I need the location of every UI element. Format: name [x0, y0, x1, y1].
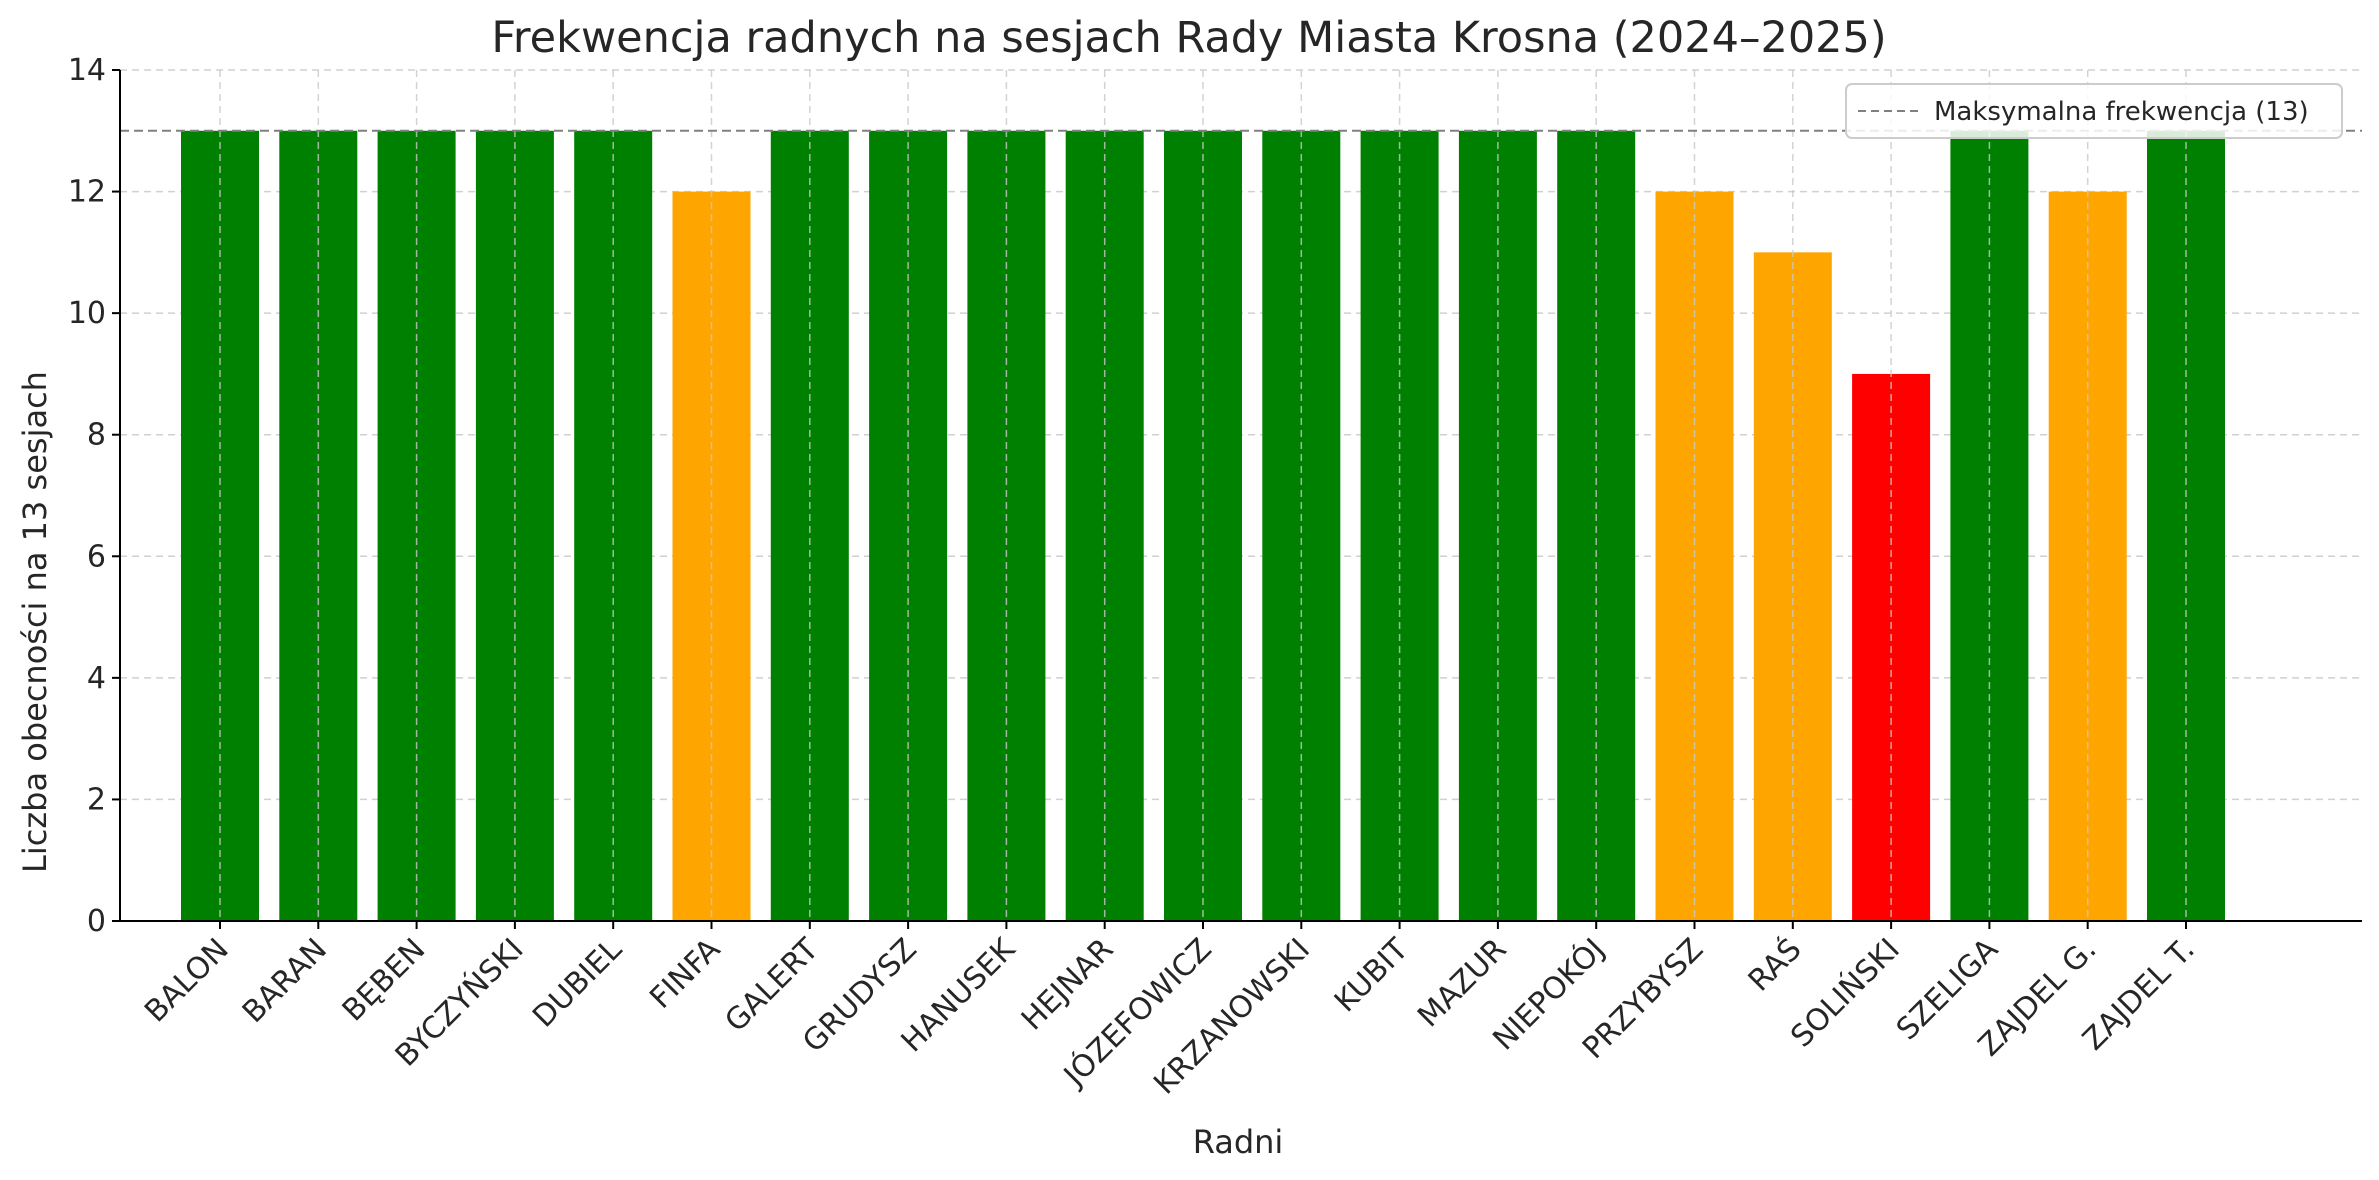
x-tick-label: FINFA	[643, 932, 727, 1016]
legend-box	[1845, 83, 2343, 139]
x-tick-label: RAŚ	[1740, 930, 1808, 998]
y-tick-label: 0	[87, 904, 106, 939]
legend: Maksymalna frekwencja (13)	[1845, 83, 2343, 139]
x-tick-label: BALON	[138, 932, 235, 1029]
chart-title: Frekwencja radnych na sesjach Rady Miast…	[491, 13, 1886, 63]
vertical-grid-lines	[219, 70, 2187, 921]
y-axis-label: Liczba obecności na 13 sesjach	[16, 371, 54, 873]
x-tick-label: KUBIT	[1328, 931, 1416, 1019]
axes	[119, 70, 2362, 922]
y-tick-label: 12	[68, 175, 106, 210]
x-tick-label: DUBIEL	[526, 932, 629, 1035]
x-tick-label: SOLIŃSKI	[1784, 931, 1907, 1054]
x-tick-label: BĘBEN	[336, 932, 433, 1029]
y-tick-labels: 0 2 4 6 8 10 12 14	[68, 53, 120, 939]
y-tick-label: 2	[87, 782, 106, 817]
y-tick-label: 4	[87, 661, 106, 696]
x-tick-label: MAZUR	[1411, 932, 1513, 1034]
y-tick-label: 6	[87, 539, 106, 574]
y-tick-label: 14	[68, 53, 106, 88]
legend-entry-label: Maksymalna frekwencja (13)	[1934, 97, 2309, 127]
y-tick-label: 10	[68, 296, 106, 331]
x-axis-label: Radni	[1193, 1123, 1284, 1161]
y-tick-label: 8	[87, 418, 106, 453]
x-tick-label: BARAN	[236, 932, 334, 1030]
